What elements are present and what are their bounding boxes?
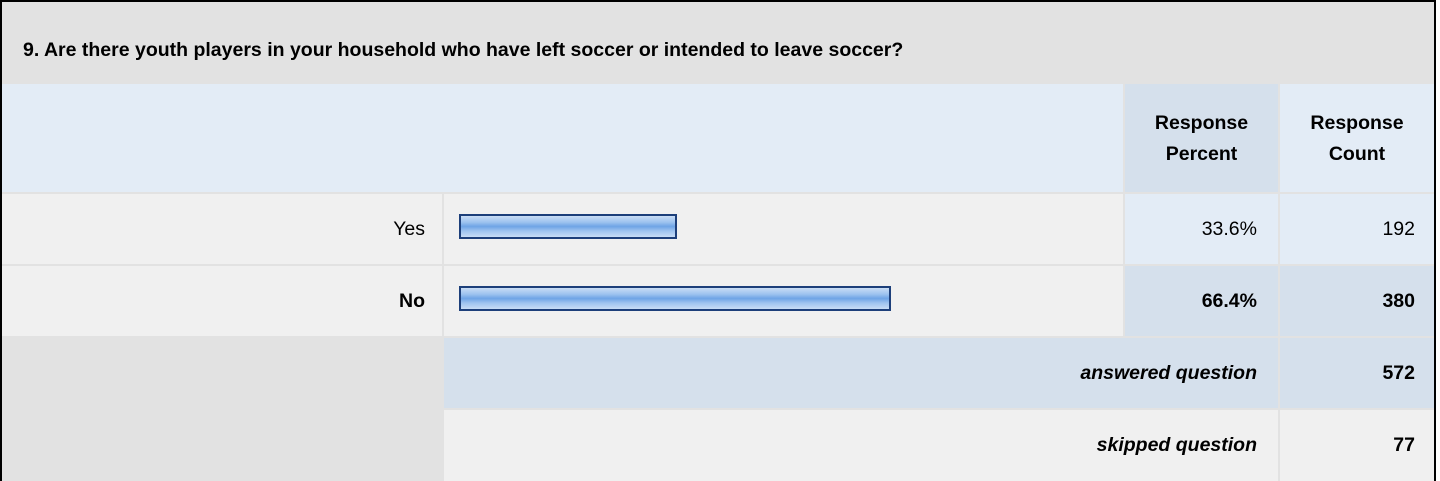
row-bar-cell-no — [444, 266, 1123, 336]
bar-no — [459, 286, 891, 311]
row-percent-yes: 33.6% — [1125, 194, 1278, 264]
row-count-no: 380 — [1280, 266, 1434, 336]
answered-question-count: 572 — [1280, 338, 1434, 408]
header-blank — [2, 84, 1123, 192]
row-percent-no: 66.4% — [1125, 266, 1278, 336]
answered-blank — [2, 338, 442, 408]
row-count-yes: 192 — [1280, 194, 1434, 264]
skipped-question-label: skipped question — [444, 410, 1278, 481]
row-bar-cell-yes — [444, 194, 1123, 264]
bar-yes — [459, 214, 677, 239]
header-percent-line2: Percent — [1165, 143, 1238, 165]
skipped-blank — [2, 410, 442, 481]
row-label-yes: Yes — [2, 194, 442, 264]
header-response-percent: Response Percent — [1125, 84, 1278, 192]
skipped-question-count: 77 — [1280, 410, 1434, 481]
header-count-line2: Count — [1328, 143, 1386, 165]
question-title: 9. Are there youth players in your house… — [2, 2, 1434, 84]
row-label-no: No — [2, 266, 442, 336]
answered-question-label: answered question — [444, 338, 1278, 408]
header-count-line1: Response — [1310, 112, 1404, 134]
header-response-count: Response Count — [1280, 84, 1434, 192]
header-percent-line1: Response — [1154, 112, 1249, 134]
